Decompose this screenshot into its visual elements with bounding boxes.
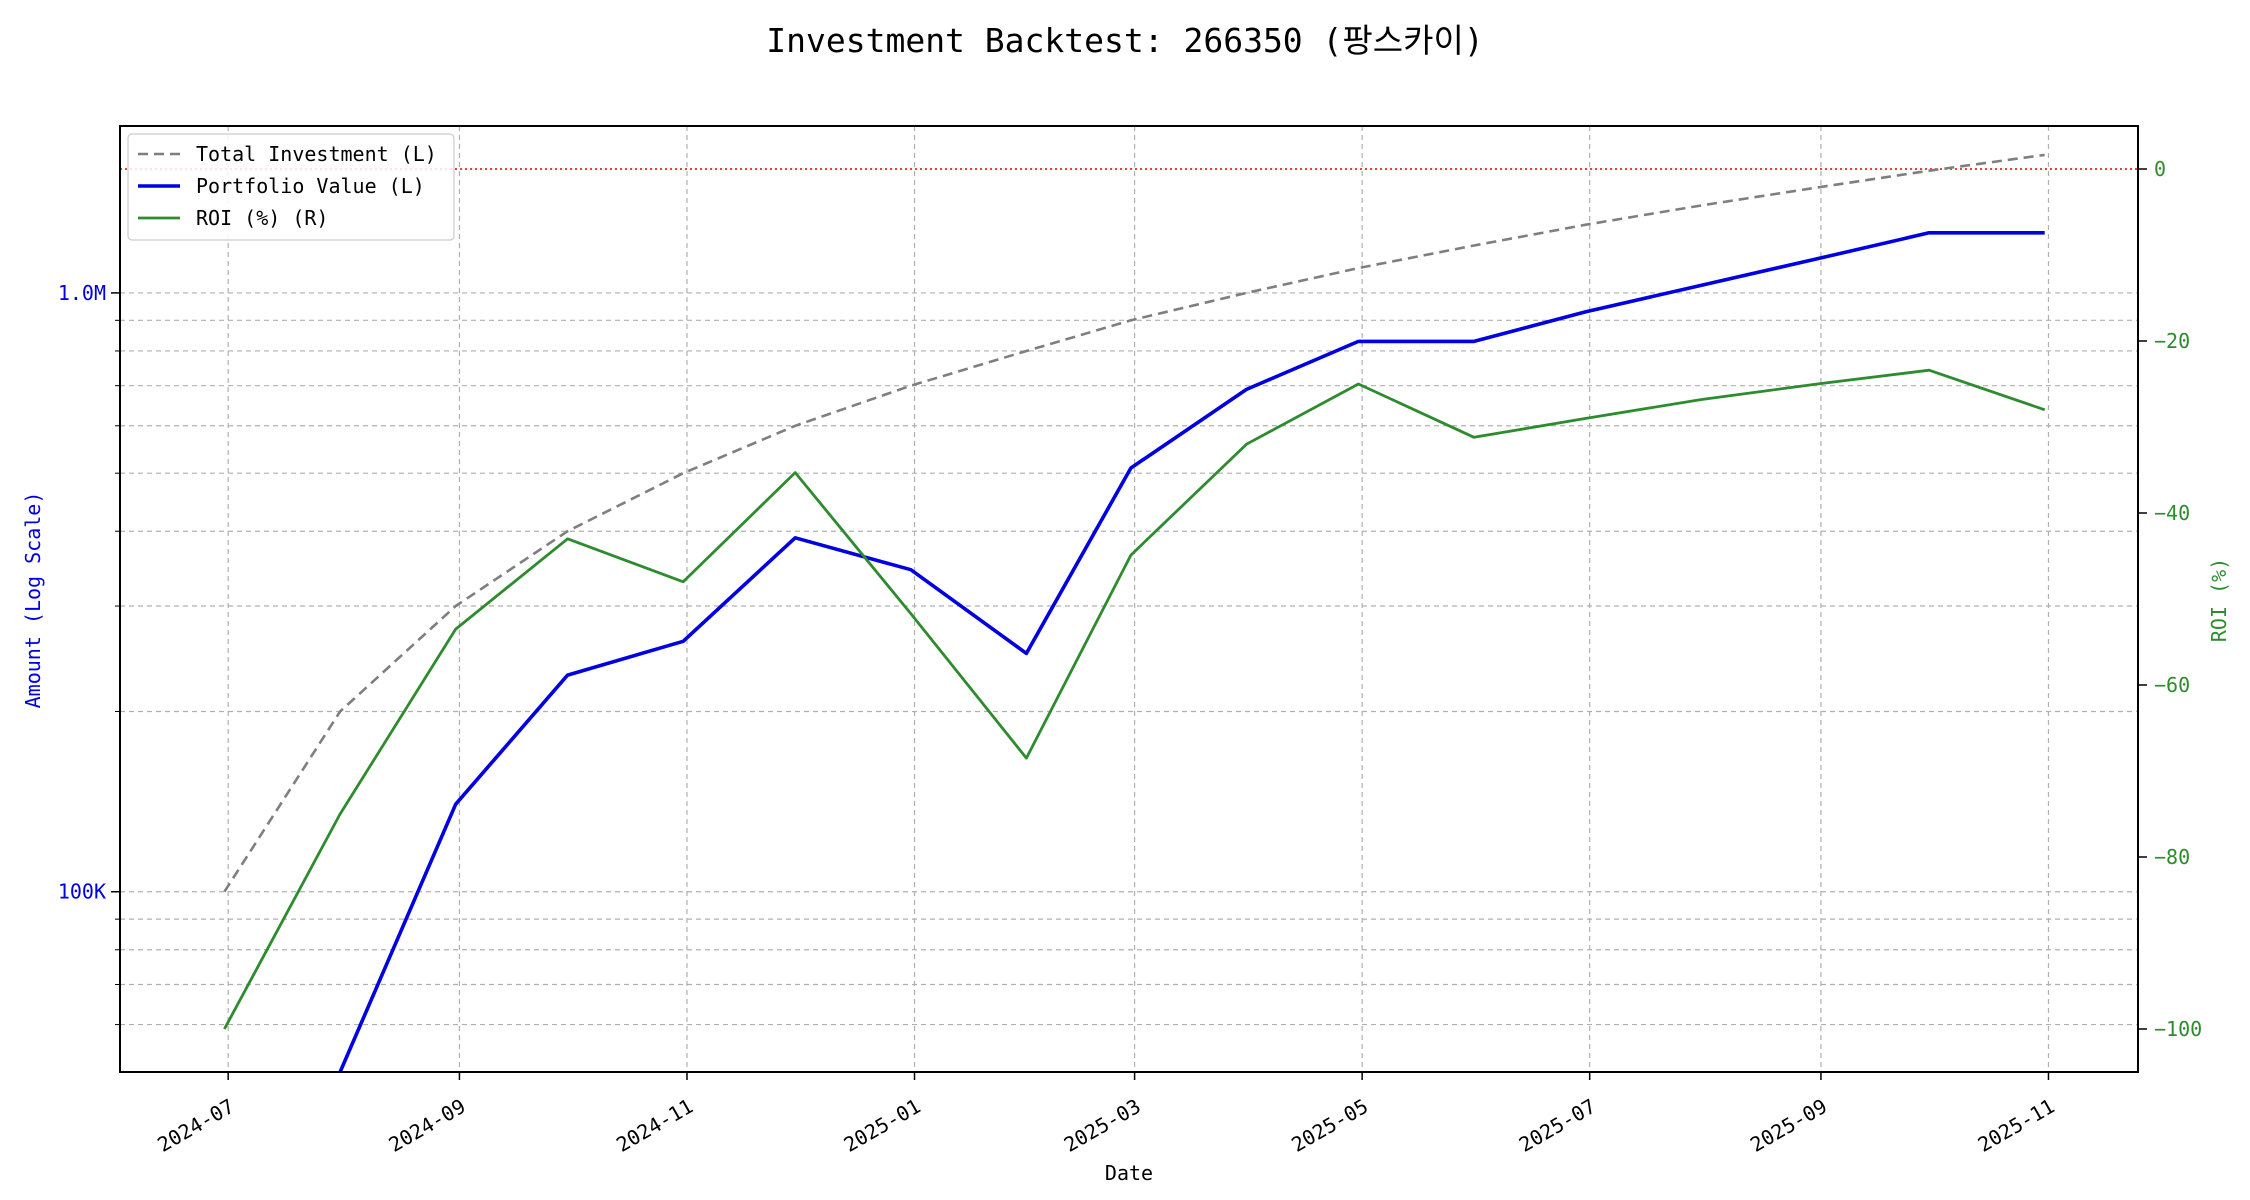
series-line-2 bbox=[223, 368, 2046, 1030]
x-axis-label: Date bbox=[1105, 1161, 1153, 1185]
y-right-tick-label: −40 bbox=[2154, 501, 2190, 525]
legend-label-0: Total Investment (L) bbox=[196, 142, 437, 166]
x-tick-label: 2025-03 bbox=[1060, 1094, 1145, 1157]
y-left-tick-label: 1.0M bbox=[58, 281, 106, 305]
x-tick-label: 2024-09 bbox=[385, 1094, 470, 1157]
x-tick-label: 2025-01 bbox=[840, 1094, 925, 1157]
plot-frame bbox=[119, 125, 2139, 1073]
y-left-tick-label: 100K bbox=[58, 880, 106, 904]
y-right-tick-label: −20 bbox=[2154, 329, 2190, 353]
x-tick-label: 2025-11 bbox=[1974, 1094, 2059, 1157]
y-axis-right-label: ROI (%) bbox=[2207, 558, 2231, 642]
x-tick-label: 2025-05 bbox=[1287, 1094, 1372, 1157]
legend-label-1: Portfolio Value (L) bbox=[196, 174, 425, 198]
grid-layer bbox=[120, 126, 2138, 1072]
axis-layer: 2024-07 2024-09 2024-11 2025-01 2025-03 2025-… bbox=[58, 157, 2202, 1157]
series-line-1 bbox=[338, 231, 2045, 1073]
series-line-0 bbox=[223, 153, 2045, 893]
legend-box bbox=[127, 133, 455, 241]
legend: Total Investment (L) Portfolio Value (L) R… bbox=[127, 133, 455, 241]
y-axis-left-label: Amount (Log Scale) bbox=[21, 492, 45, 709]
legend-label-2: ROI (%) (R) bbox=[196, 206, 328, 230]
y-right-tick-label: −60 bbox=[2154, 673, 2190, 697]
y-right-tick-label: −100 bbox=[2154, 1017, 2202, 1041]
x-tick-label: 2025-07 bbox=[1515, 1094, 1600, 1157]
x-tick-label: 2024-07 bbox=[153, 1094, 238, 1157]
y-right-tick-label: 0 bbox=[2154, 157, 2166, 181]
chart-title: Investment Backtest: 266350 (팡스카이) bbox=[766, 21, 1484, 60]
y-right-tick-label: −80 bbox=[2154, 845, 2190, 869]
x-tick-label: 2025-09 bbox=[1746, 1094, 1831, 1157]
series-layer bbox=[223, 153, 2046, 1073]
x-tick-label: 2024-11 bbox=[612, 1094, 697, 1157]
